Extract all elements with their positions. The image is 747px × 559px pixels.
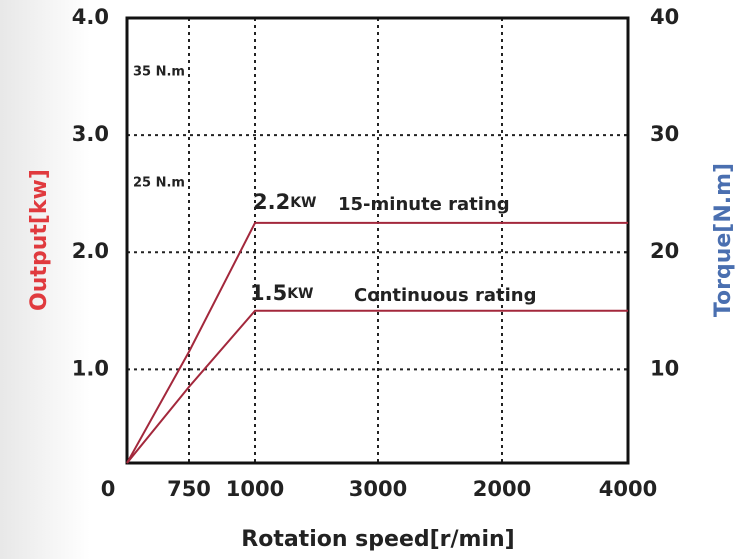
background-shade: [0, 0, 90, 559]
x-tick-label: 4000: [599, 477, 657, 501]
x-tick-label: 2000: [473, 477, 531, 501]
y-tick-label: 2.0: [72, 239, 109, 263]
y2-axis-label: Torque[N.m]: [711, 163, 736, 317]
series-line: [126, 309, 628, 464]
annotation: 1.5KW: [250, 281, 314, 305]
annotation: 2.2KW: [253, 190, 317, 214]
x-tick-label: 750: [167, 477, 211, 501]
series-label: Continuous rating: [354, 285, 536, 306]
x-tick-label: 1000: [226, 477, 284, 501]
annotation-unit: KW: [290, 195, 316, 211]
x-tick-label: 3000: [349, 477, 407, 501]
plot-frame: [125, 16, 630, 465]
annotation-unit: KW: [287, 286, 313, 302]
series-label: 15-minute rating: [338, 194, 510, 215]
annotation-value: 1.5: [250, 281, 287, 305]
y2-tick-label: 10: [650, 356, 679, 380]
origin-label: 0: [101, 477, 116, 501]
y-tick-label: 4.0: [72, 5, 109, 29]
annotation-value: 2.2: [253, 190, 290, 214]
annotation: 35 N.m: [133, 65, 185, 80]
y2-tick-label: 40: [650, 5, 679, 29]
y-tick-label: 3.0: [72, 122, 109, 146]
y2-tick-label: 20: [650, 239, 679, 263]
y-tick-label: 1.0: [72, 356, 109, 380]
annotation: 25 N.m: [133, 176, 185, 191]
y-axis-label: Output[kw]: [27, 169, 52, 311]
x-axis-label: Rotation speed[r/min]: [241, 527, 514, 552]
y2-tick-label: 30: [650, 122, 679, 146]
series-line: [126, 221, 628, 464]
